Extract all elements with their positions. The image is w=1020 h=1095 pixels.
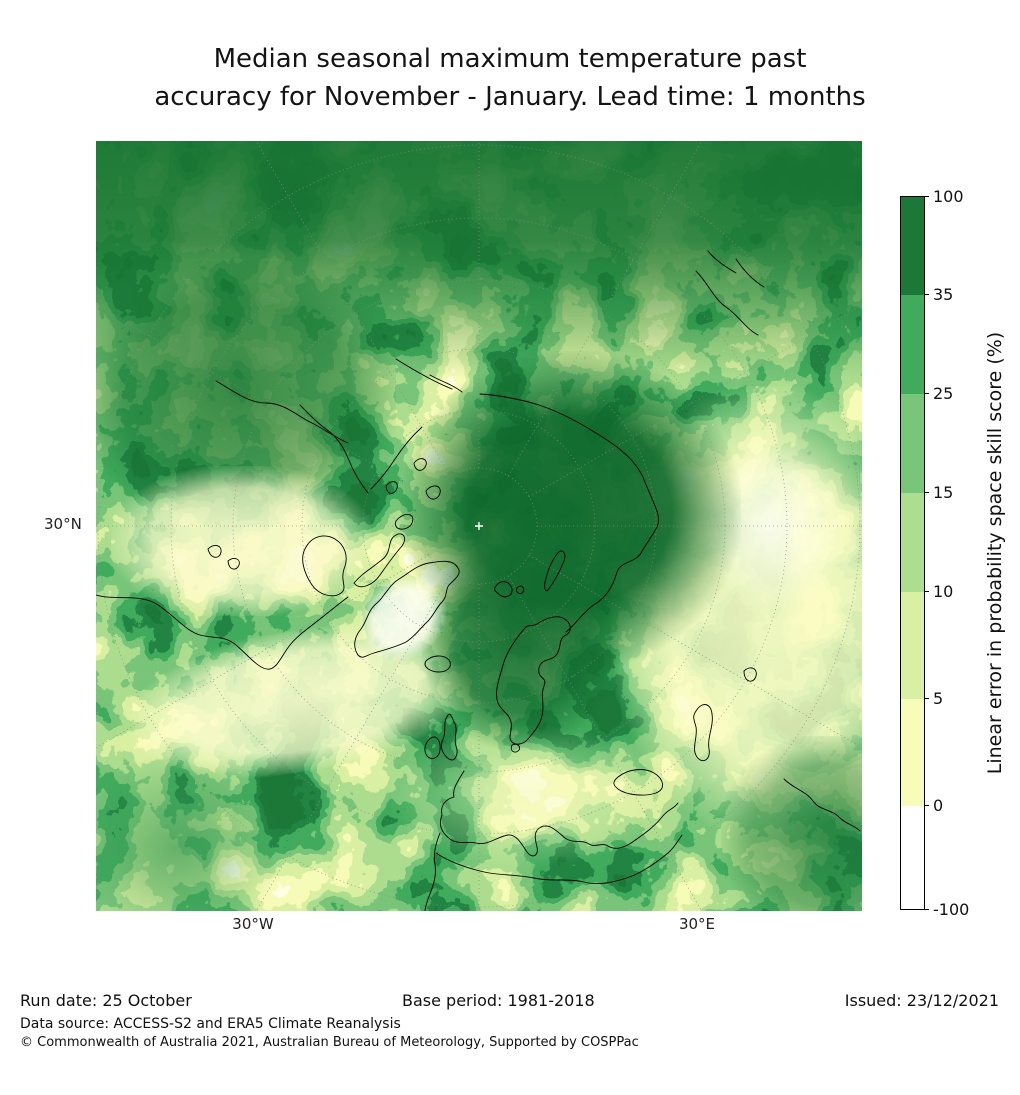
colorbar-tick — [925, 698, 929, 699]
colorbar-tick — [925, 805, 929, 806]
colorbar-tick — [925, 909, 929, 910]
colorbar-tick-label-neg100: -100 — [933, 900, 970, 919]
colorbar-segment-neg100-0 — [901, 806, 924, 909]
footer-copyright: © Commonwealth of Australia 2021, Austra… — [20, 1035, 639, 1050]
skill-map — [96, 141, 862, 911]
colorbar-segment-15-25 — [901, 394, 924, 493]
coastline-british-isles-iceland — [424, 655, 458, 761]
pole-marker — [475, 522, 483, 530]
footer-issued-date: Issued: 23/12/2021 — [844, 991, 999, 1010]
colorbar — [900, 196, 925, 910]
colorbar-tick — [925, 393, 929, 394]
figure-title-line1: Median seasonal maximum temperature past — [213, 44, 807, 74]
colorbar-segment-25-35 — [901, 295, 924, 394]
colorbar-segment-10-15 — [901, 493, 924, 592]
colorbar-tick-label-100: 100 — [933, 187, 964, 206]
colorbar-tick — [925, 294, 929, 295]
coastline-blacksea-caspian — [613, 667, 861, 832]
colorbar-tick — [925, 591, 929, 592]
coastline-na-east — [96, 545, 349, 670]
gridline-label-30e: 30°E — [678, 915, 716, 933]
coastline-europe-mediterranean — [424, 770, 683, 911]
footer-data-source: Data source: ACCESS-S2 and ERA5 Climate … — [20, 1016, 401, 1032]
colorbar-segment-0-5 — [901, 699, 924, 806]
footer-base-period: Base period: 1981-2018 — [402, 991, 595, 1010]
coastline-greenland-svalbard — [354, 560, 524, 658]
coastlines — [96, 250, 861, 911]
colorbar-tick-label-35: 35 — [933, 285, 954, 304]
coastline-ne-asia — [395, 250, 765, 393]
gridline-label-30w: 30°W — [232, 915, 274, 933]
graticule — [96, 141, 862, 911]
colorbar-tick-label-25: 25 — [933, 384, 954, 403]
colorbar-tick — [925, 196, 929, 197]
footer-run-date: Run date: 25 October — [20, 991, 192, 1010]
coastline-siberia — [479, 393, 659, 633]
colorbar-tick — [925, 492, 929, 493]
colorbar-tick-label-10: 10 — [933, 582, 954, 601]
gridline-label-30n: 30°N — [44, 515, 82, 533]
map-overlay-lines — [96, 141, 862, 911]
colorbar-tick-label-0: 0 — [933, 796, 944, 815]
colorbar-tick-label-5: 5 — [933, 689, 944, 708]
colorbar-tick-label-15: 15 — [933, 483, 954, 502]
colorbar-segment-35-100 — [901, 197, 924, 295]
coastline-canada-arctic — [215, 380, 441, 597]
colorbar-segment-5-10 — [901, 592, 924, 699]
colorbar-axis-label: Linear error in probability space skill … — [984, 331, 1006, 775]
coastline-scandinavia — [496, 616, 571, 753]
figure-title-line2: accuracy for November - January. Lead ti… — [154, 82, 866, 112]
